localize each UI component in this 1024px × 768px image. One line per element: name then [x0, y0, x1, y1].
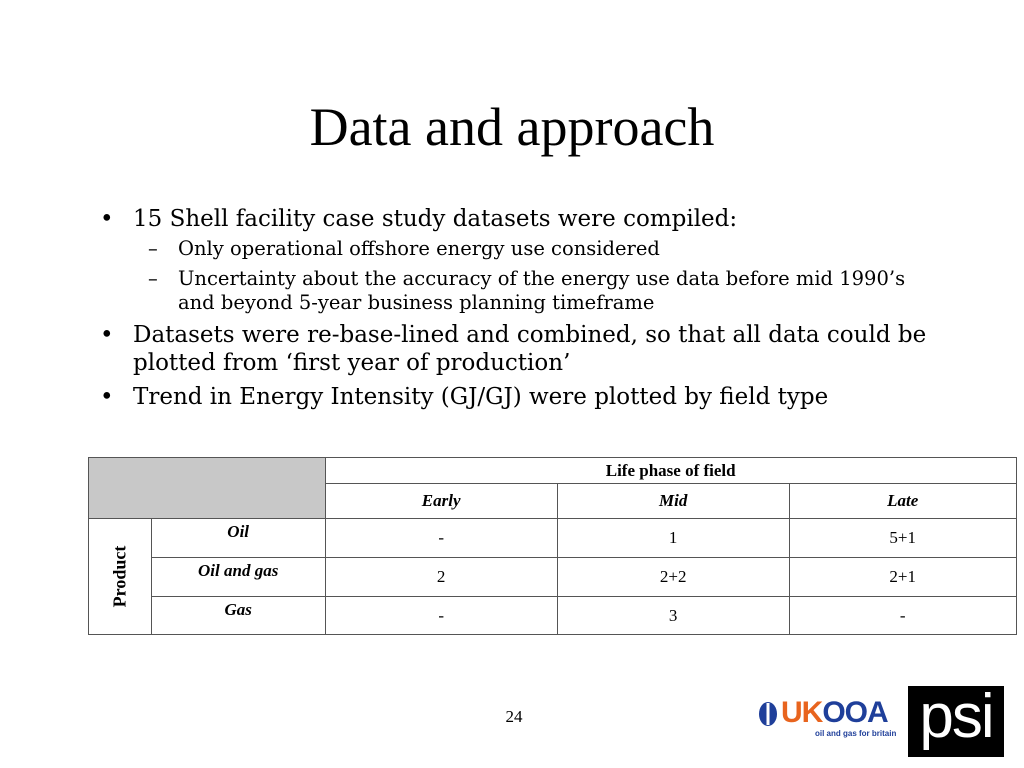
cell: 5+1: [788, 518, 1017, 558]
slide-title: Data and approach: [309, 97, 715, 157]
bullet-text: 15 Shell facility case study datasets we…: [133, 206, 738, 232]
cell: 1: [556, 518, 790, 558]
row-header: Oil: [150, 518, 326, 558]
cell: -: [324, 596, 558, 635]
sub-bullet: Uncertainty about the accuracy of the en…: [133, 267, 930, 315]
cell: 2+1: [788, 557, 1017, 597]
group-header: Life phase of field: [324, 457, 1017, 484]
logo-uk: UK: [781, 696, 823, 729]
logo-tagline: oil and gas for britain: [815, 729, 897, 738]
sub-bullet-list: Only operational offshore energy use con…: [133, 237, 930, 315]
ukooa-logo: UKOOA oil and gas for britain: [757, 696, 902, 740]
bullet-list: 15 Shell facility case study datasets we…: [100, 205, 930, 417]
logo-icon: [759, 702, 777, 726]
sub-bullet: Only operational offshore energy use con…: [133, 237, 930, 261]
column-header: Mid: [556, 483, 790, 519]
row-group-cell: Product: [88, 518, 152, 635]
logo-text: UKOOA: [781, 696, 889, 730]
bullet: 15 Shell facility case study datasets we…: [100, 205, 930, 315]
column-header: Early: [324, 483, 558, 519]
logo-ooa: OOA: [822, 696, 888, 729]
row-header: Gas: [150, 596, 326, 635]
cell: 2+2: [556, 557, 790, 597]
data-table: Life phase of field Early Mid Late Produ…: [88, 457, 1017, 635]
bullet: Datasets were re-base-lined and combined…: [100, 321, 930, 377]
row-header: Oil and gas: [150, 557, 326, 597]
cell: -: [788, 596, 1017, 635]
psi-logo: psi: [908, 686, 1004, 757]
bullet: Trend in Energy Intensity (GJ/GJ) were p…: [100, 383, 930, 411]
cell: 3: [556, 596, 790, 635]
row-group-header: Product: [109, 545, 130, 608]
cell: -: [324, 518, 558, 558]
cell: 2: [324, 557, 558, 597]
corner-cell: [88, 457, 326, 519]
page-number: 24: [505, 707, 523, 726]
column-header: Late: [788, 483, 1017, 519]
